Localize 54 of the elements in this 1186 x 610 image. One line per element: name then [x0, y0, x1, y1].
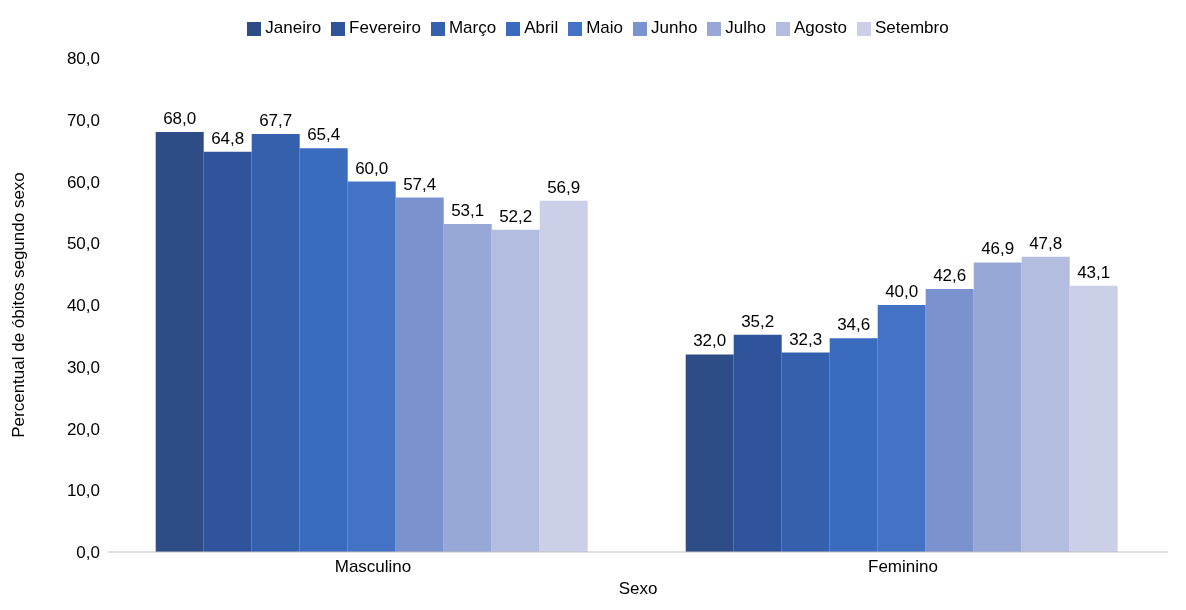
data-label: 65,4 — [307, 125, 341, 145]
y-tick-label: 50,0 — [66, 234, 100, 254]
data-label: 35,2 — [741, 311, 775, 331]
y-tick-label: 70,0 — [66, 110, 100, 130]
bar — [685, 354, 734, 552]
data-label: 68,0 — [163, 109, 197, 129]
y-tick-label: 80,0 — [66, 49, 100, 69]
x-axis-title: Sexo — [618, 579, 658, 598]
data-label: 53,1 — [451, 201, 485, 221]
legend-label: Agosto — [794, 18, 847, 37]
data-label: 42,6 — [933, 265, 967, 285]
data-label: 40,0 — [885, 282, 919, 301]
bar — [251, 133, 300, 552]
y-tick-label: 0,0 — [76, 543, 100, 563]
data-label: 60,0 — [355, 158, 389, 178]
y-axis-title: Percentual de óbitos segundo sexo — [9, 172, 29, 438]
legend-label: Março — [448, 18, 497, 37]
legend-label: Julho — [725, 18, 766, 37]
legend-label: Janeiro — [265, 18, 322, 37]
data-label: 34,6 — [837, 315, 871, 335]
bar — [539, 200, 588, 552]
y-tick-label: 10,0 — [66, 481, 100, 501]
data-label: 43,1 — [1077, 262, 1111, 282]
bar — [733, 334, 782, 552]
bar — [973, 262, 1022, 552]
data-label: 57,4 — [403, 174, 437, 194]
data-label: 64,8 — [211, 128, 245, 148]
y-tick-label: 30,0 — [66, 357, 100, 377]
x-tick-label: Feminino — [868, 557, 938, 577]
data-label: 32,0 — [693, 331, 727, 351]
bar — [1069, 285, 1118, 552]
legend-label: Abril — [524, 18, 559, 37]
x-tick-label: Masculino — [334, 557, 412, 577]
data-label: 32,3 — [789, 329, 823, 349]
data-label: 52,2 — [499, 206, 533, 226]
data-label: 46,9 — [981, 239, 1015, 259]
data-label: 47,8 — [1029, 233, 1063, 253]
y-tick-label: 20,0 — [66, 419, 100, 439]
bar — [203, 151, 252, 552]
bar — [781, 352, 830, 552]
legend-label: Setembro — [874, 18, 949, 37]
legend-label: Maio — [586, 18, 624, 37]
y-tick-label: 40,0 — [66, 296, 100, 316]
data-label: 67,7 — [259, 110, 293, 130]
legend-label: Fevereiro — [349, 18, 421, 37]
legend-label: Junho — [651, 18, 698, 37]
y-tick-label: 60,0 — [66, 172, 100, 192]
bar — [155, 132, 204, 552]
bar — [491, 229, 540, 552]
bar — [925, 288, 974, 552]
bar — [1021, 256, 1070, 552]
bar — [395, 197, 444, 552]
data-label: 56,9 — [547, 177, 581, 197]
bar — [443, 224, 492, 552]
